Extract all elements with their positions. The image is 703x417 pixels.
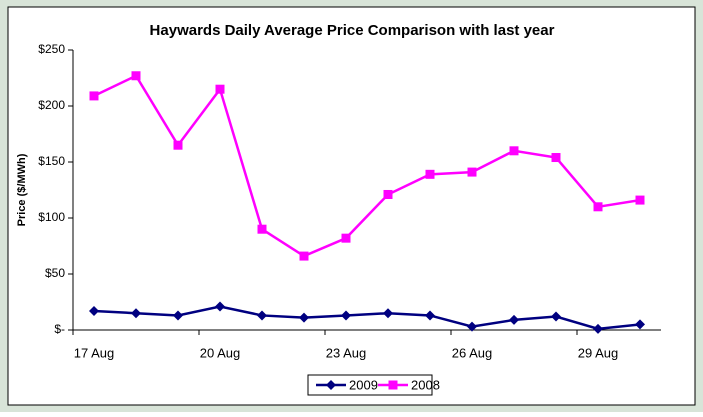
y-tick-label: $200 [38, 98, 65, 112]
x-tick-label: 17 Aug [74, 345, 115, 360]
marker [593, 323, 603, 334]
marker [257, 310, 267, 321]
x-tick-label: 23 Aug [326, 345, 367, 360]
marker [89, 91, 99, 101]
series-line [93, 74, 641, 258]
marker [257, 224, 267, 234]
chart-title: Haywards Daily Average Price Comparison … [150, 22, 555, 39]
marker [551, 153, 561, 163]
marker [341, 310, 351, 321]
marker [131, 71, 141, 81]
x-tick-label: 20 Aug [200, 345, 241, 360]
marker [341, 233, 351, 243]
marker [635, 195, 645, 205]
y-axis-label: Price ($/MWh) [16, 153, 28, 226]
marker [509, 314, 519, 325]
marker [425, 310, 435, 321]
legend: 2009 2008 [307, 374, 440, 396]
marker [215, 301, 225, 312]
marker [173, 310, 183, 321]
marker [173, 140, 183, 150]
marker [635, 319, 645, 330]
y-tick-label: $100 [38, 210, 65, 224]
marker [326, 380, 336, 390]
marker [383, 189, 393, 199]
marker [467, 167, 477, 177]
y-tick-label: $250 [38, 42, 65, 56]
y-tick-label: $- [54, 322, 65, 336]
series-line [93, 305, 641, 331]
marker [593, 202, 603, 212]
marker [388, 380, 398, 390]
marker [89, 305, 99, 316]
x-tick-label: 29 Aug [578, 345, 619, 360]
marker [299, 312, 309, 323]
legend-label: 2008 [411, 377, 440, 392]
marker [425, 169, 435, 179]
marker [551, 311, 561, 322]
marker [131, 308, 141, 319]
legend-label: 2009 [349, 377, 378, 392]
marker [215, 84, 225, 94]
marker [509, 146, 519, 156]
legend-box [307, 374, 433, 396]
marker [299, 251, 309, 261]
marker [383, 308, 393, 319]
y-tick-label: $50 [45, 266, 65, 280]
chart-area [7, 6, 696, 406]
marker [467, 321, 477, 332]
x-tick-label: 26 Aug [452, 345, 493, 360]
y-tick-label: $150 [38, 154, 65, 168]
